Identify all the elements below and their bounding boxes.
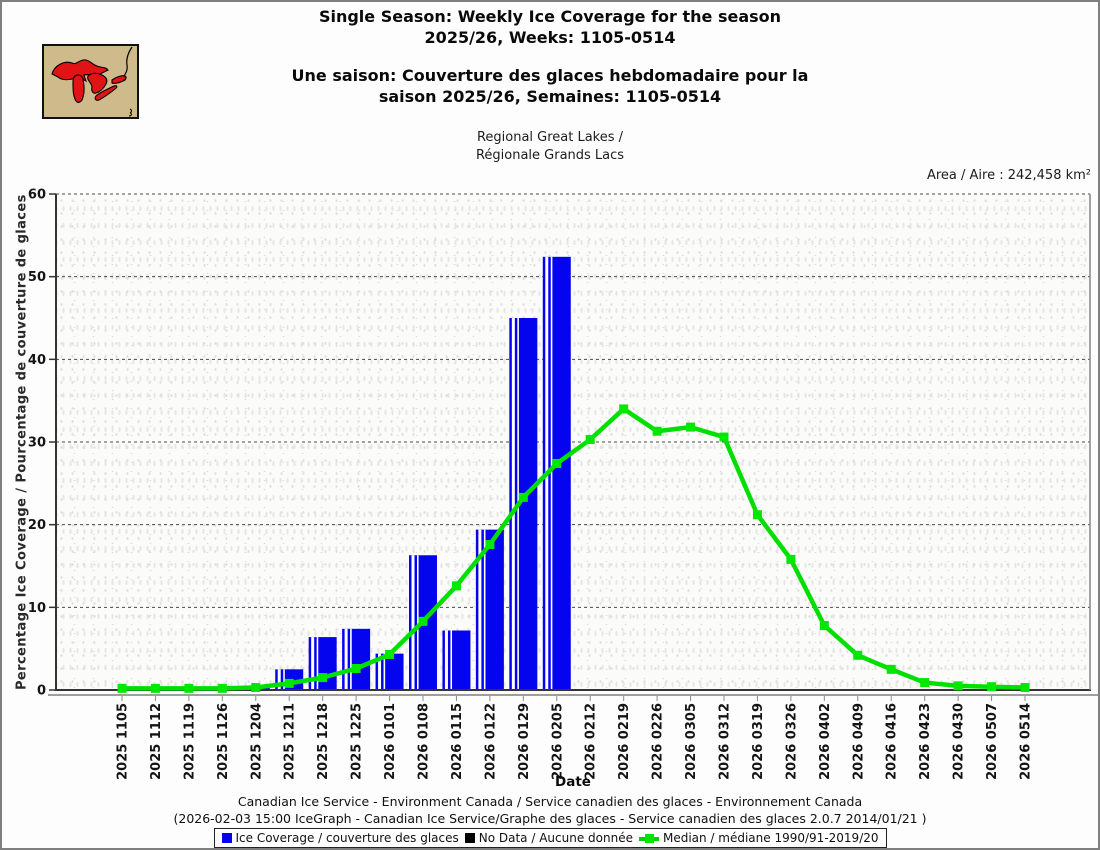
x-tick-label: 2025 1112 (149, 703, 164, 780)
x-tick-label: 2025 1126 (216, 703, 231, 780)
x-tick-label: 2026 0319 (751, 703, 766, 780)
x-tick-label: 2026 0108 (417, 703, 432, 780)
region-label-fr: Régionale Grands Lacs (475, 147, 625, 163)
x-tick-label: 2025 1119 (182, 703, 197, 780)
green-line-marker-icon (638, 833, 659, 843)
x-tick-label: 2026 0205 (550, 703, 565, 780)
x-tick-label: 2026 0115 (450, 703, 465, 780)
great-lakes-map-icon (42, 44, 139, 119)
x-tick-label: 2025 1211 (283, 703, 298, 780)
x-tick-label: 2026 0122 (483, 703, 498, 780)
legend-label-median: Median / médiane 1990/91-2019/20 (662, 831, 879, 845)
x-tick-label: 2026 0312 (718, 703, 733, 780)
x-tick-label: 2026 0423 (918, 703, 933, 780)
x-tick-label: 2025 1204 (249, 703, 264, 780)
x-tick-label: 2026 0514 (1019, 703, 1034, 780)
x-tick-label: 2026 0430 (952, 703, 967, 780)
legend-item-median: Median / médiane 1990/91-2019/20 (638, 831, 879, 845)
x-tick-label: 2026 0416 (885, 703, 900, 780)
legend-row: Ice Coverage / couverture des glaces No … (2, 828, 1098, 848)
legend-item-ice-coverage: Ice Coverage / couverture des glaces (221, 831, 459, 845)
x-axis-title: Date (555, 774, 591, 790)
x-tick-label: 2025 1225 (350, 703, 365, 780)
title-fr-line1: Une saison: Couverture des glaces hebdom… (291, 66, 809, 85)
x-tick-label: 2026 0305 (684, 703, 699, 780)
x-tick-label: 2026 0326 (784, 703, 799, 780)
area-label: Area / Aire : 242,458 km² (926, 168, 1091, 183)
great-lakes-map-graphic (51, 46, 133, 117)
y-axis-title: Percentage Ice Coverage / Pourcentage de… (14, 194, 30, 690)
x-tick-label: 2025 1218 (316, 703, 331, 780)
x-tick-label: 2025 1105 (116, 703, 131, 780)
title-block: Single Season: Weekly Ice Coverage for t… (2, 6, 1098, 164)
x-tick-label: 2026 0129 (517, 703, 532, 780)
legend-item-no-data: No Data / Aucune donnée (464, 831, 633, 845)
x-tick-label: 2026 0507 (985, 703, 1000, 780)
plot-area-background (56, 194, 1090, 690)
title-en-line2: 2025/26, Weeks: 1105-0514 (424, 28, 676, 47)
legend-label-ice-coverage: Ice Coverage / couverture des glaces (235, 831, 459, 845)
x-tick-label: 2026 0226 (651, 703, 666, 780)
title-en-line1: Single Season: Weekly Ice Coverage for t… (318, 7, 782, 26)
region-label-en: Regional Great Lakes / (476, 130, 624, 145)
title-fr-line2: saison 2025/26, Semaines: 1105-0514 (378, 87, 722, 106)
x-tick-label: 2026 0219 (617, 703, 632, 780)
blue-square-icon (221, 833, 232, 843)
x-tick-label: 2026 0101 (383, 703, 398, 780)
black-square-icon (464, 833, 475, 843)
legend-label-no-data: No Data / Aucune donnée (478, 831, 633, 845)
footer-attribution: Canadian Ice Service - Environment Canad… (237, 794, 863, 809)
legend: Ice Coverage / couverture des glaces No … (213, 828, 887, 848)
x-tick-label: 2026 0409 (851, 703, 866, 780)
x-tick-label: 2026 0212 (584, 703, 599, 780)
x-tick-label: 2026 0402 (818, 703, 833, 780)
y-tick-label: 0 (37, 684, 46, 699)
footer-generator-info: (2026-02-03 15:00 IceGraph - Canadian Ic… (173, 811, 927, 826)
